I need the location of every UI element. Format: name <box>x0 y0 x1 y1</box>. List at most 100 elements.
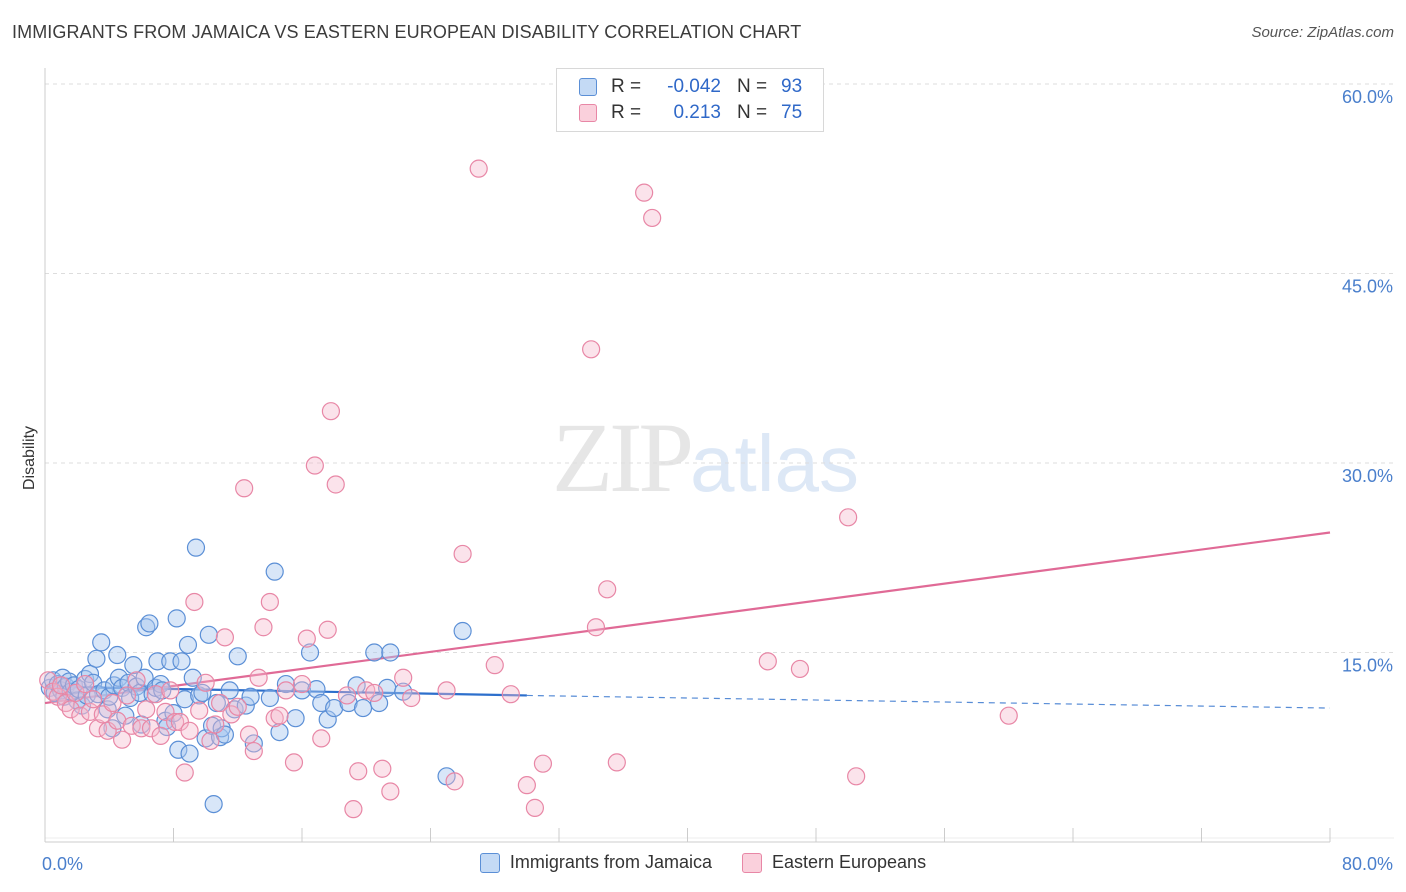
data-point-eastern-europe <box>137 700 156 719</box>
data-point-eastern-europe <box>215 628 234 647</box>
legend-r-label: R = <box>611 102 642 123</box>
y-tick-label: 15.0% <box>1342 656 1393 676</box>
data-point-eastern-europe <box>265 709 284 728</box>
data-point-eastern-europe <box>51 676 71 695</box>
data-point-eastern-europe <box>61 700 80 719</box>
data-point-eastern-europe <box>402 688 421 708</box>
legend-item-jamaica: Immigrants from Jamaica <box>479 852 712 873</box>
trend-line-jamaica-extension <box>526 694 1331 709</box>
data-point-eastern-europe <box>84 690 103 709</box>
data-point-eastern-europe <box>141 719 161 738</box>
data-point-eastern-europe <box>349 762 368 781</box>
data-point-jamaica <box>241 687 260 706</box>
y-tick-label: 60.0% <box>1342 87 1393 107</box>
stats-legend: R = -0.042 N = 93 R = 0.213 N = 75 <box>556 68 824 132</box>
data-point-eastern-europe <box>292 674 312 694</box>
data-point-eastern-europe <box>117 686 137 705</box>
data-point-eastern-europe <box>284 753 304 772</box>
data-point-eastern-europe <box>344 800 363 819</box>
data-point-eastern-europe <box>517 776 536 795</box>
data-point-jamaica <box>180 744 199 763</box>
data-point-eastern-europe <box>847 767 866 786</box>
y-tick-label: 45.0% <box>1342 277 1393 297</box>
legend-item-eastern-europe: Eastern Europeans <box>741 852 926 873</box>
series-legend: Immigrants from Jamaica Eastern European… <box>0 852 1406 873</box>
data-point-eastern-europe <box>196 673 215 692</box>
legend-n-label: N = <box>737 102 768 123</box>
watermark-zip: ZIP <box>552 402 694 513</box>
trend-line-jamaica <box>44 685 527 697</box>
data-point-eastern-europe <box>151 726 170 745</box>
data-point-eastern-europe <box>103 693 122 713</box>
data-point-eastern-europe <box>161 681 180 700</box>
data-point-eastern-europe <box>185 592 204 612</box>
legend-row-eastern-europe: R = 0.213 N = 75 <box>579 100 802 126</box>
data-point-jamaica <box>151 674 170 694</box>
axes <box>44 68 1331 843</box>
x-tick-label-min: 0.0% <box>42 854 83 874</box>
y-tick-label: 30.0% <box>1342 466 1393 486</box>
data-point-eastern-europe <box>365 683 384 703</box>
data-point-eastern-europe <box>643 208 662 228</box>
legend-swatch-blue <box>479 852 500 873</box>
data-point-eastern-europe <box>485 656 504 675</box>
data-point-eastern-europe <box>235 479 254 498</box>
data-point-eastern-europe <box>582 340 601 359</box>
data-point-jamaica <box>178 635 198 655</box>
data-point-jamaica <box>365 643 384 662</box>
data-point-jamaica <box>300 643 320 662</box>
data-point-jamaica <box>353 698 373 718</box>
chart-title: IMMIGRANTS FROM JAMAICA VS EASTERN EUROP… <box>12 22 802 42</box>
data-point-eastern-europe <box>533 754 553 773</box>
data-point-jamaica <box>286 709 305 728</box>
data-point-jamaica <box>186 538 206 557</box>
data-point-eastern-europe <box>228 697 247 716</box>
data-point-eastern-europe <box>249 668 268 687</box>
data-point-eastern-europe <box>469 159 488 178</box>
series-eastern-europe-points <box>39 159 1018 819</box>
data-point-eastern-europe <box>381 782 400 801</box>
data-point-eastern-europe <box>337 686 357 705</box>
data-point-jamaica <box>172 652 191 671</box>
data-point-jamaica <box>260 688 279 708</box>
legend-n-value: 93 <box>781 76 803 97</box>
data-point-jamaica <box>121 688 140 708</box>
data-point-jamaica <box>92 633 111 652</box>
data-point-jamaica <box>292 681 312 700</box>
data-point-eastern-europe <box>999 706 1018 725</box>
legend-n-value: 75 <box>781 102 803 123</box>
data-point-eastern-europe <box>146 685 165 704</box>
data-point-jamaica <box>244 734 263 753</box>
data-point-jamaica <box>204 794 223 814</box>
data-point-jamaica <box>167 609 186 628</box>
data-point-eastern-europe <box>501 685 520 704</box>
legend-r-value: 0.213 <box>673 102 721 123</box>
data-point-eastern-europe <box>607 753 626 772</box>
series-jamaica-points <box>40 538 472 814</box>
y-axis-label: Disability <box>21 426 38 490</box>
data-point-eastern-europe <box>239 725 259 744</box>
data-point-eastern-europe <box>276 681 296 700</box>
data-point-eastern-europe <box>445 772 464 791</box>
data-point-eastern-europe <box>598 580 617 599</box>
data-point-eastern-europe <box>525 798 545 817</box>
data-point-jamaica <box>124 656 143 675</box>
legend-swatch-pink <box>579 104 597 122</box>
tick-labels: 15.0% 30.0% 45.0% 60.0% 0.0% 80.0% <box>42 87 1393 874</box>
data-point-eastern-europe <box>297 629 316 648</box>
x-tick-label-max: 80.0% <box>1342 854 1393 874</box>
data-point-jamaica <box>453 621 472 641</box>
data-point-jamaica <box>339 693 358 713</box>
data-point-jamaica <box>265 562 284 581</box>
data-point-eastern-europe <box>839 508 858 527</box>
legend-r-label: R = <box>611 76 642 97</box>
data-point-eastern-europe <box>206 715 225 734</box>
data-point-eastern-europe <box>244 741 263 761</box>
data-point-eastern-europe <box>321 402 341 421</box>
data-point-eastern-europe <box>71 706 90 725</box>
data-point-eastern-europe <box>635 183 654 202</box>
data-point-jamaica <box>148 652 167 671</box>
data-point-jamaica <box>276 674 296 694</box>
data-point-eastern-europe <box>175 763 194 782</box>
data-point-eastern-europe <box>758 652 777 671</box>
